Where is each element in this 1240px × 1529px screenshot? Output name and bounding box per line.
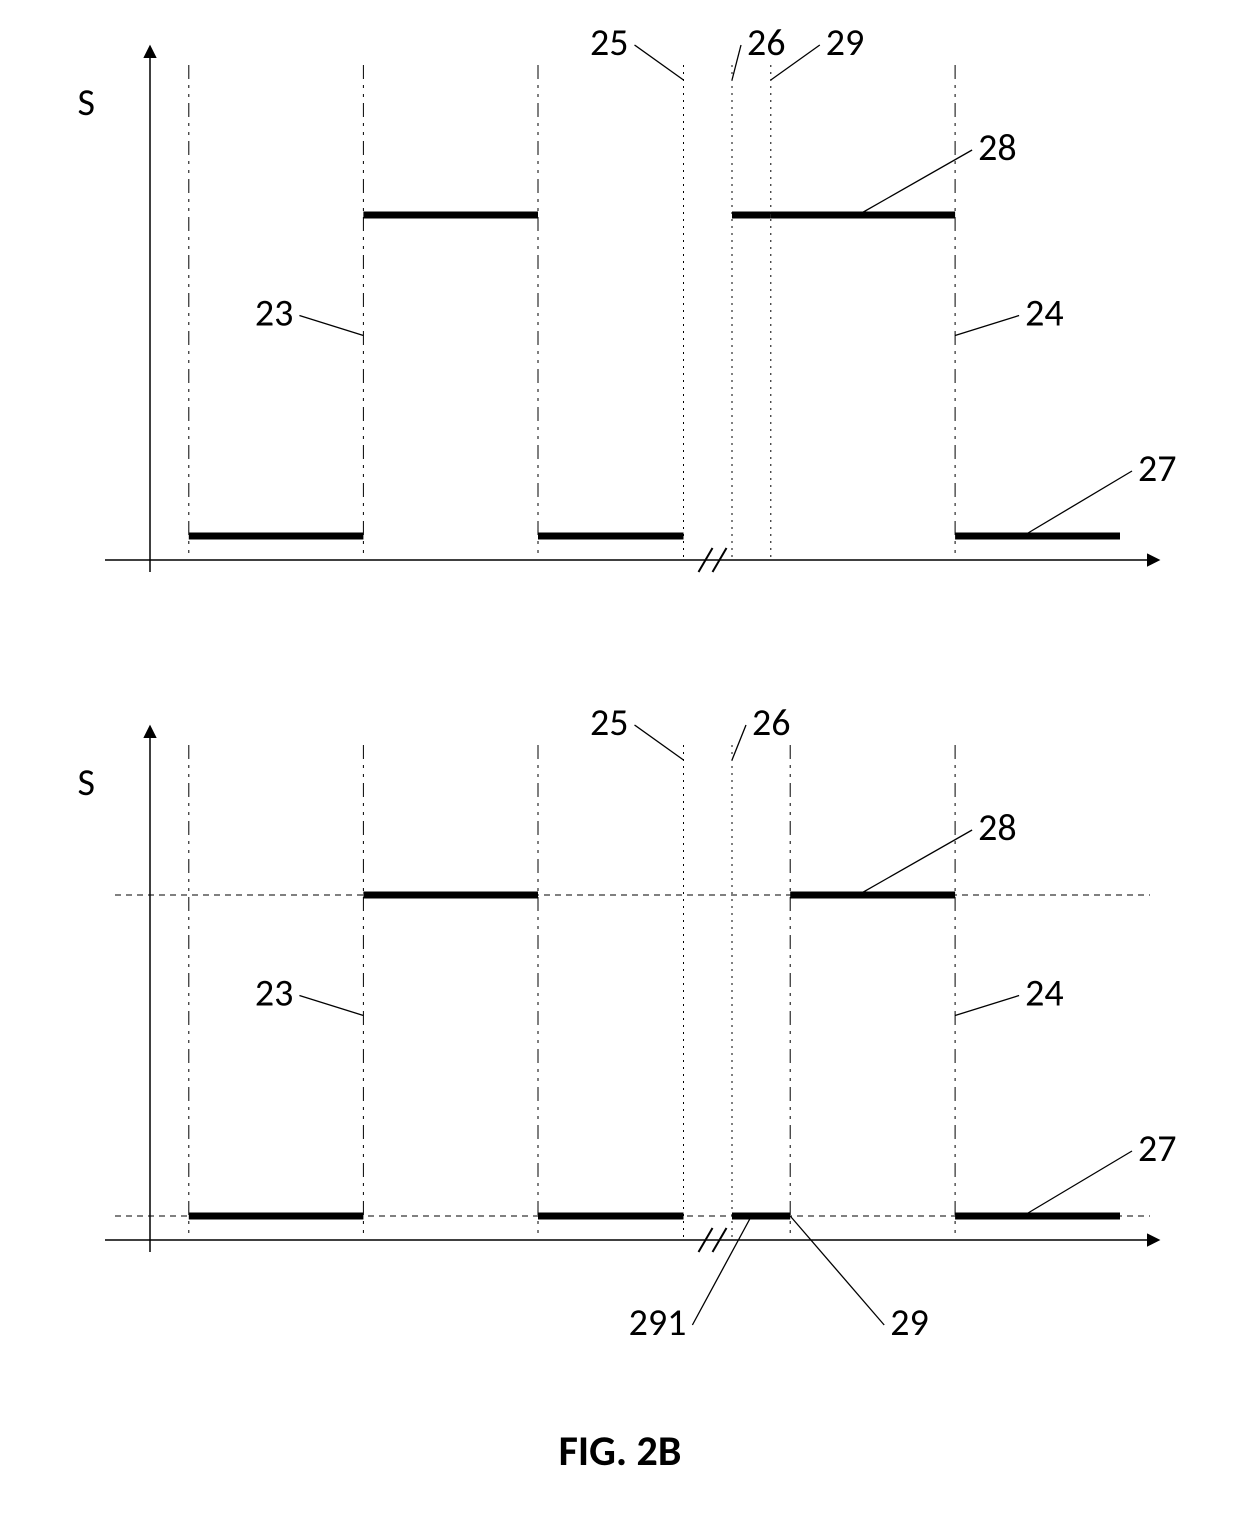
callout-label-26: 26 bbox=[752, 700, 791, 746]
callout-label-24: 24 bbox=[1025, 291, 1064, 337]
callout-label-29: 29 bbox=[826, 20, 865, 66]
callout-label-25: 25 bbox=[590, 20, 629, 66]
callout-label-25: 25 bbox=[590, 700, 629, 746]
callout-label-26: 26 bbox=[747, 20, 786, 66]
callout-label-23: 23 bbox=[255, 291, 294, 337]
figure-2b: S 23 24 25 26 27 28 29 S 23 24 25 26 27 28 29 291 FIG. … bbox=[0, 0, 1240, 1529]
callout-leader bbox=[955, 316, 1019, 336]
y-axis-label: S bbox=[78, 760, 95, 806]
callout-label-29: 29 bbox=[890, 1300, 929, 1346]
callout-leader bbox=[955, 996, 1019, 1016]
callout-leader bbox=[299, 316, 363, 336]
callout-label-24: 24 bbox=[1025, 971, 1064, 1017]
callout-leader bbox=[1023, 471, 1132, 536]
plot-bottom: S 23 24 25 26 27 28 29 291 bbox=[78, 700, 1177, 1346]
figure-caption: FIG. 2B bbox=[559, 1426, 682, 1477]
callout-leader bbox=[635, 45, 684, 80]
callout-leader bbox=[1023, 1151, 1132, 1216]
callout-leader bbox=[732, 725, 746, 760]
callout-label-28: 28 bbox=[978, 125, 1017, 171]
callout-leader bbox=[790, 1216, 884, 1325]
plot-top: S 23 24 25 26 27 28 29 bbox=[78, 20, 1177, 572]
y-axis-label: S bbox=[78, 80, 95, 126]
callout-label-27: 27 bbox=[1138, 1126, 1177, 1172]
callout-label-23: 23 bbox=[255, 971, 294, 1017]
callout-label-28: 28 bbox=[978, 805, 1017, 851]
callout-leader bbox=[732, 45, 741, 80]
callout-leader bbox=[299, 996, 363, 1016]
callout-label-27: 27 bbox=[1138, 446, 1177, 492]
callout-leader bbox=[635, 725, 684, 760]
callout-leader bbox=[692, 1216, 751, 1325]
callout-label-291: 291 bbox=[629, 1300, 687, 1346]
